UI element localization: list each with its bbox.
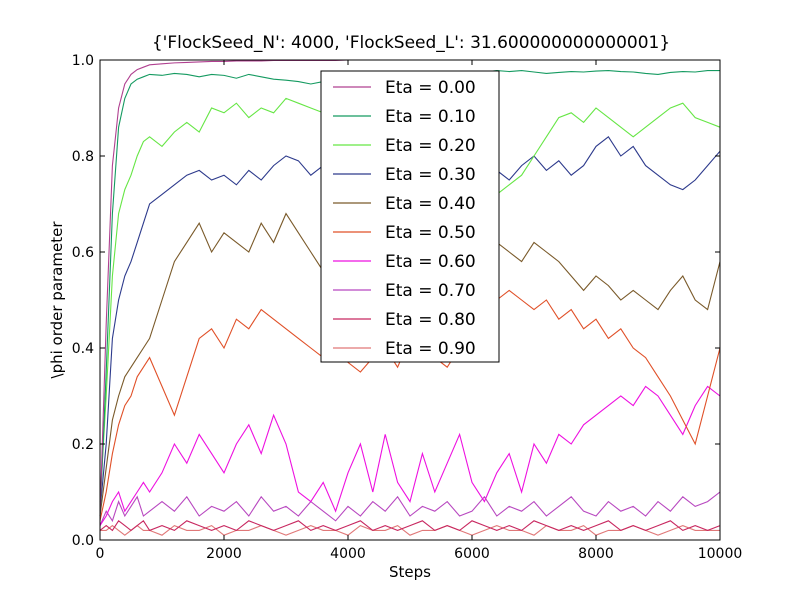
legend-box (320, 70, 500, 363)
x-tick-label: 2000 (206, 546, 242, 562)
x-tick-label: 10000 (698, 546, 743, 562)
legend-label: Eta = 0.60 (385, 252, 476, 272)
y-axis-label: \phi order parameter (48, 221, 66, 379)
series-line-9 (100, 524, 720, 536)
legend-label: Eta = 0.80 (385, 310, 476, 330)
x-axis-label: Steps (389, 563, 431, 581)
legend-label: Eta = 0.10 (385, 107, 476, 127)
legend-label: Eta = 0.00 (385, 78, 476, 98)
y-tick-label: 1.0 (72, 53, 94, 69)
x-tick-label: 8000 (578, 546, 614, 562)
y-tick-label: 0.8 (72, 149, 94, 165)
x-tick-label: 6000 (454, 546, 490, 562)
legend-label: Eta = 0.50 (385, 223, 476, 243)
axes-frame (99, 59, 721, 541)
chart-title: {'FlockSeed_N': 4000, 'FlockSeed_L': 31.… (152, 33, 670, 53)
legend: Eta = 0.00 Eta = 0.10 Eta = 0.20 Eta = 0.30… (320, 70, 500, 363)
legend-label: Eta = 0.90 (385, 339, 476, 359)
x-tick-label: 0 (96, 546, 105, 562)
legend-label: Eta = 0.30 (385, 165, 476, 185)
legend-label: Eta = 0.70 (385, 281, 476, 301)
y-tick-label: 0.2 (72, 437, 94, 453)
y-tick-label: 0.6 (72, 245, 94, 261)
series-line-7 (99, 491, 721, 526)
y-tick-label: 0.4 (72, 341, 94, 357)
legend-label: Eta = 0.20 (385, 136, 476, 156)
series-line-6 (99, 385, 721, 526)
y-tick-label: 0.0 (72, 533, 94, 549)
axis-ticks: 0 2000 4000 6000 8000 10000 0.0 0.2 0.4 0.6 0.8 1.0 (72, 53, 743, 562)
legend-label: Eta = 0.40 (385, 194, 476, 214)
x-tick-label: 4000 (330, 546, 366, 562)
series-line-8 (99, 519, 721, 532)
